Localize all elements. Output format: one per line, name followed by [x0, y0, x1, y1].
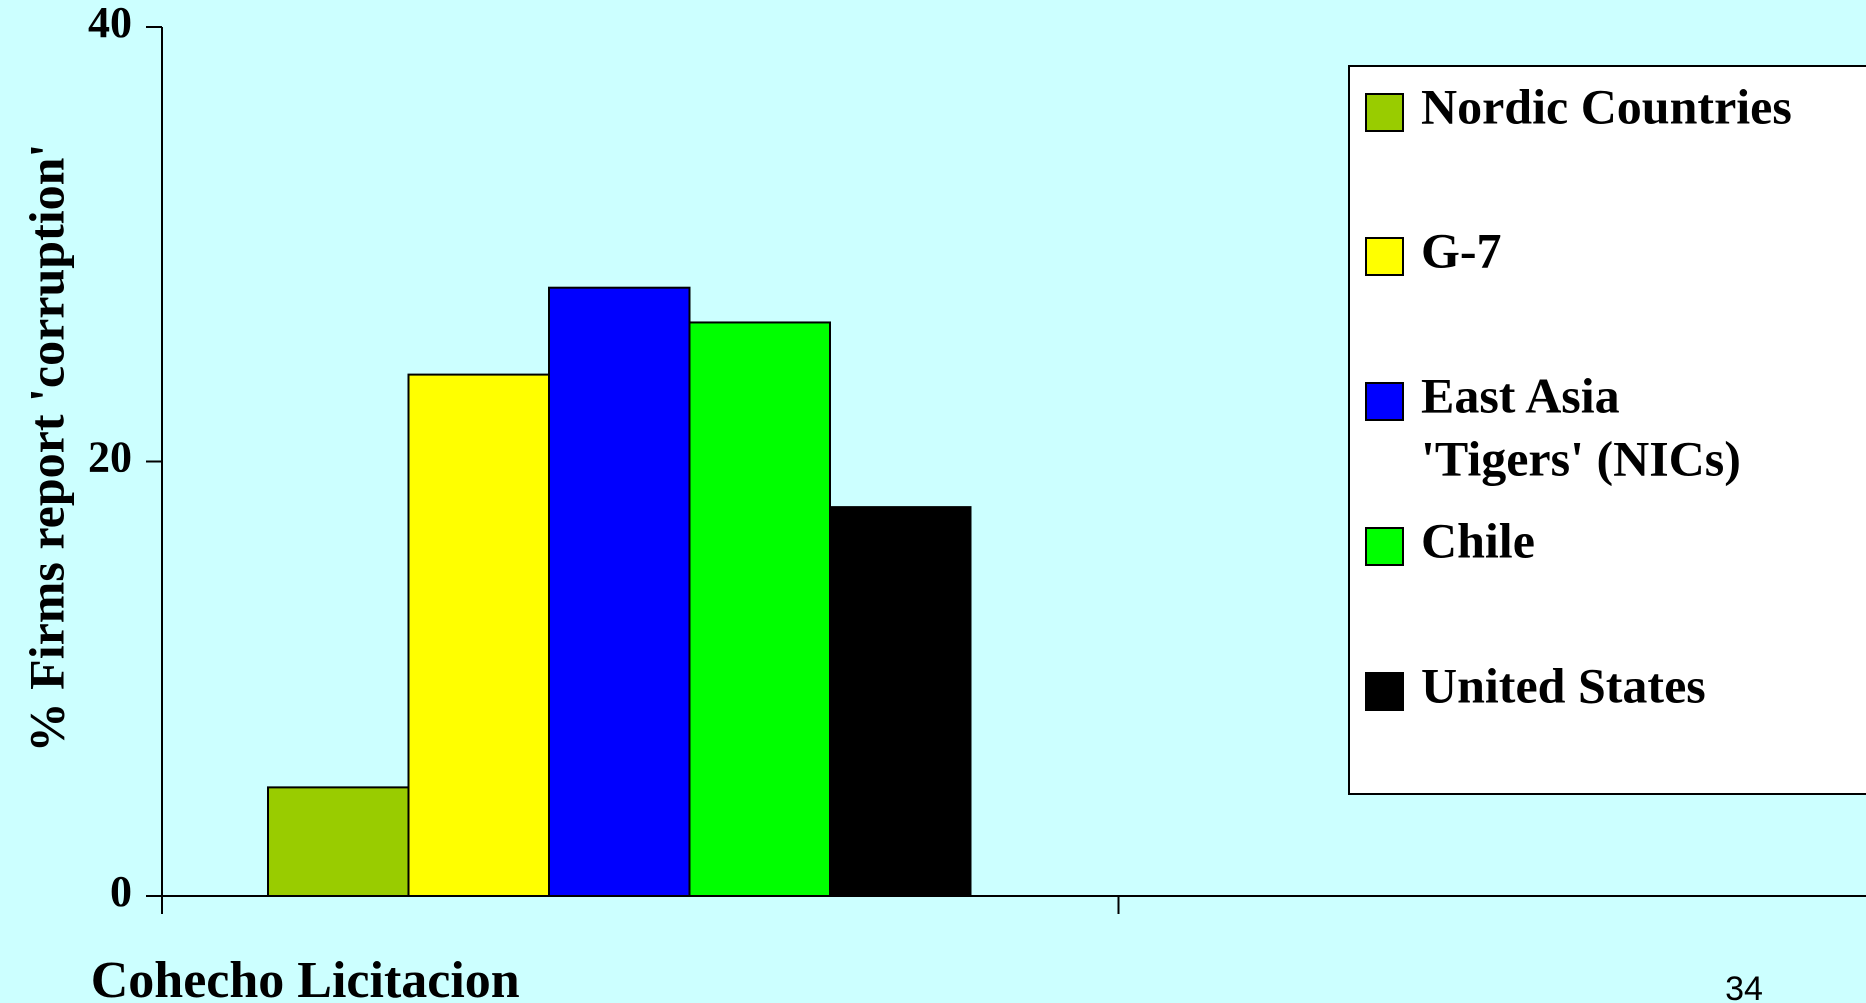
y-tick-label: 0: [110, 867, 132, 916]
bar-nordic-countries: [267, 786, 410, 897]
legend-swatch: [1365, 672, 1404, 711]
legend-label: 'Tigers' (NICs): [1421, 430, 1741, 486]
y-tick-label: 40: [88, 0, 132, 47]
legend-label: Nordic Countries: [1421, 78, 1792, 134]
legend-swatch: [1365, 237, 1404, 276]
y-tick-label: 20: [88, 433, 132, 482]
bar-chile: [688, 321, 831, 897]
x-category-label: Cohecho Licitacion: [91, 952, 520, 1003]
legend-label: United States: [1421, 657, 1706, 713]
bar-g-7: [407, 373, 550, 898]
y-axis-title: % Firms report 'corruption': [18, 144, 74, 753]
legend-label: Chile: [1421, 512, 1535, 568]
bars-group: [267, 286, 972, 898]
slide-number: 34: [1725, 970, 1763, 1003]
x-categories-group: Cohecho Licitacion: [91, 896, 1120, 1003]
bar-east-asia-tigers-nics: [548, 286, 691, 897]
legend-swatch: [1365, 527, 1404, 566]
legend-label: East Asia: [1421, 367, 1620, 423]
bar-united-states: [829, 506, 972, 897]
legend-box: [1348, 65, 1866, 795]
legend: Nordic Countries G-7 East Asia 'Tigers' (NI…: [1348, 65, 1866, 795]
legend-swatch: [1365, 382, 1404, 421]
y-ticks-group: 0 20 40: [88, 0, 162, 916]
legend-swatch: [1365, 93, 1404, 132]
legend-label: G-7: [1421, 222, 1502, 278]
legend-items-group: Nordic Countries G-7 East Asia 'Tigers' (NI…: [1365, 78, 1792, 713]
